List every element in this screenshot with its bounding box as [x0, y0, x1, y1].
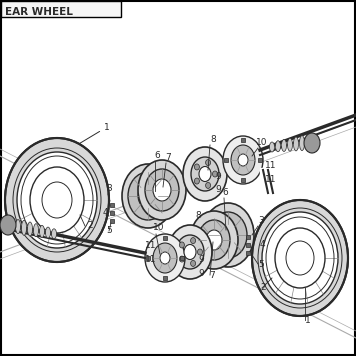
Bar	[241, 138, 245, 142]
Text: 1: 1	[104, 124, 110, 132]
Bar	[110, 203, 114, 207]
Ellipse shape	[0, 215, 16, 235]
Text: 9: 9	[198, 269, 204, 278]
Ellipse shape	[122, 164, 174, 228]
Text: 11: 11	[265, 161, 277, 170]
Ellipse shape	[191, 157, 219, 191]
Ellipse shape	[262, 212, 338, 304]
Bar	[241, 178, 245, 182]
Ellipse shape	[305, 135, 310, 149]
Bar	[246, 243, 250, 247]
Ellipse shape	[252, 200, 348, 316]
Ellipse shape	[238, 154, 248, 166]
Ellipse shape	[231, 145, 255, 175]
Ellipse shape	[282, 140, 287, 151]
Text: 1: 1	[305, 316, 311, 325]
Ellipse shape	[21, 220, 26, 235]
Bar	[246, 251, 250, 255]
Bar	[163, 236, 167, 240]
Text: 7: 7	[209, 271, 215, 280]
Ellipse shape	[194, 164, 199, 170]
Ellipse shape	[40, 225, 44, 237]
Ellipse shape	[206, 159, 211, 166]
Ellipse shape	[179, 242, 184, 248]
Polygon shape	[260, 168, 276, 195]
Ellipse shape	[153, 179, 171, 201]
Ellipse shape	[190, 260, 195, 266]
Ellipse shape	[293, 137, 298, 151]
Ellipse shape	[304, 133, 320, 153]
Text: 10: 10	[153, 223, 164, 232]
Ellipse shape	[145, 169, 179, 211]
Bar	[110, 211, 114, 215]
Text: 9: 9	[198, 255, 204, 264]
Text: 3: 3	[106, 184, 112, 193]
Ellipse shape	[179, 256, 184, 262]
Ellipse shape	[128, 172, 168, 220]
Ellipse shape	[52, 229, 57, 239]
Ellipse shape	[194, 178, 199, 184]
Text: 4: 4	[260, 240, 266, 249]
Text: 2: 2	[87, 221, 93, 230]
Ellipse shape	[153, 243, 177, 273]
Ellipse shape	[219, 224, 237, 246]
Ellipse shape	[190, 237, 195, 244]
Text: 10: 10	[256, 138, 267, 147]
Ellipse shape	[168, 225, 212, 279]
Ellipse shape	[299, 136, 304, 151]
Text: 8: 8	[210, 135, 216, 144]
Ellipse shape	[17, 152, 97, 248]
Ellipse shape	[206, 230, 222, 250]
Text: 6: 6	[222, 188, 228, 197]
Ellipse shape	[138, 184, 158, 208]
Ellipse shape	[213, 171, 218, 177]
Text: 9: 9	[215, 185, 221, 194]
Ellipse shape	[184, 245, 196, 260]
Text: 2: 2	[260, 283, 266, 292]
Ellipse shape	[223, 136, 263, 184]
Bar	[224, 158, 228, 162]
Ellipse shape	[145, 234, 185, 282]
Text: 3: 3	[258, 216, 264, 225]
Ellipse shape	[33, 224, 38, 237]
Text: 8: 8	[195, 211, 201, 220]
Ellipse shape	[160, 252, 170, 264]
Text: EAR WHEEL: EAR WHEEL	[5, 7, 73, 17]
Ellipse shape	[199, 167, 211, 182]
Ellipse shape	[198, 220, 230, 260]
Bar	[246, 235, 250, 239]
Bar	[146, 256, 150, 260]
Text: 4: 4	[103, 208, 109, 217]
Text: 5: 5	[106, 226, 112, 235]
Ellipse shape	[206, 182, 211, 188]
Ellipse shape	[46, 227, 51, 238]
Text: 5: 5	[258, 260, 264, 269]
Ellipse shape	[288, 138, 293, 151]
Ellipse shape	[183, 147, 227, 201]
Ellipse shape	[138, 160, 186, 220]
Text: 7: 7	[165, 153, 171, 162]
Ellipse shape	[5, 138, 109, 262]
Ellipse shape	[198, 249, 203, 255]
Ellipse shape	[202, 203, 254, 267]
Ellipse shape	[209, 212, 247, 258]
Bar	[180, 256, 184, 260]
Text: 9: 9	[215, 172, 221, 181]
Bar	[1, 1, 121, 17]
Ellipse shape	[276, 141, 281, 152]
Ellipse shape	[16, 220, 21, 234]
Bar	[163, 276, 167, 280]
Ellipse shape	[269, 142, 274, 152]
Bar	[258, 158, 262, 162]
Text: 11: 11	[265, 175, 277, 184]
Bar	[110, 219, 114, 223]
Ellipse shape	[176, 235, 204, 269]
Text: 11: 11	[145, 255, 157, 264]
Ellipse shape	[27, 222, 32, 236]
Text: 6: 6	[154, 151, 160, 160]
Text: 11: 11	[145, 241, 157, 250]
Ellipse shape	[190, 211, 238, 269]
